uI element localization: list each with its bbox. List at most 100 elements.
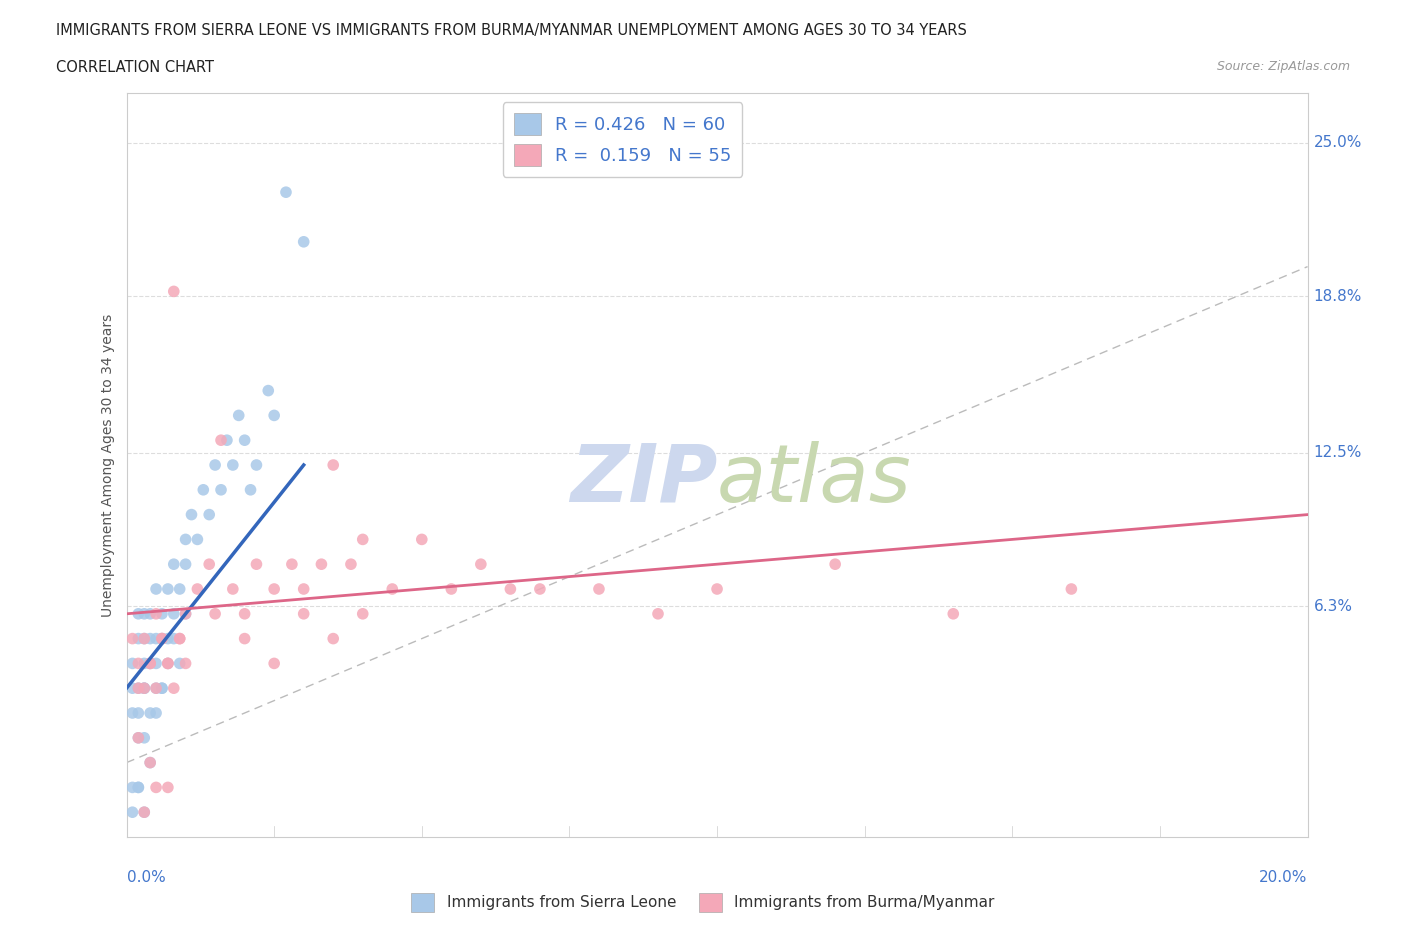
Point bbox=[292, 606, 315, 621]
Point bbox=[263, 656, 285, 671]
Point bbox=[180, 507, 202, 522]
Point bbox=[163, 681, 186, 696]
Point bbox=[233, 606, 256, 621]
Point bbox=[121, 804, 143, 819]
Point bbox=[204, 606, 226, 621]
Text: CORRELATION CHART: CORRELATION CHART bbox=[56, 60, 214, 75]
Point bbox=[222, 581, 245, 596]
Point bbox=[263, 408, 285, 423]
Point bbox=[150, 606, 173, 621]
Point bbox=[145, 581, 167, 596]
Text: 20.0%: 20.0% bbox=[1260, 870, 1308, 885]
Point bbox=[352, 532, 374, 547]
Point bbox=[209, 432, 232, 447]
Text: 0.0%: 0.0% bbox=[127, 870, 166, 885]
Point bbox=[139, 656, 162, 671]
Legend: Immigrants from Sierra Leone, Immigrants from Burma/Myanmar: Immigrants from Sierra Leone, Immigrants… bbox=[405, 887, 1001, 918]
Point bbox=[134, 606, 156, 621]
Point bbox=[150, 681, 173, 696]
Point bbox=[121, 681, 143, 696]
Point bbox=[139, 656, 162, 671]
Point bbox=[499, 581, 522, 596]
Point bbox=[169, 581, 191, 596]
Point bbox=[228, 408, 250, 423]
Point bbox=[588, 581, 610, 596]
Point bbox=[198, 507, 221, 522]
Point bbox=[150, 681, 173, 696]
Point bbox=[274, 185, 297, 200]
Text: 6.3%: 6.3% bbox=[1313, 599, 1353, 614]
Point bbox=[169, 631, 191, 646]
Point bbox=[647, 606, 669, 621]
Text: 12.5%: 12.5% bbox=[1313, 445, 1362, 460]
Point bbox=[186, 581, 208, 596]
Point bbox=[193, 483, 215, 498]
Point bbox=[134, 631, 156, 646]
Point bbox=[186, 532, 208, 547]
Point bbox=[169, 656, 191, 671]
Point bbox=[174, 606, 197, 621]
Point bbox=[1060, 581, 1083, 596]
Point bbox=[121, 656, 143, 671]
Point bbox=[127, 706, 149, 721]
Point bbox=[706, 581, 728, 596]
Point bbox=[198, 557, 221, 572]
Point bbox=[204, 458, 226, 472]
Point bbox=[145, 706, 167, 721]
Point bbox=[239, 483, 262, 498]
Point bbox=[127, 681, 149, 696]
Point bbox=[292, 581, 315, 596]
Point bbox=[139, 706, 162, 721]
Point bbox=[529, 581, 551, 596]
Point bbox=[145, 780, 167, 795]
Point bbox=[156, 780, 179, 795]
Point bbox=[381, 581, 404, 596]
Point bbox=[127, 656, 149, 671]
Point bbox=[139, 755, 162, 770]
Point bbox=[174, 606, 197, 621]
Point bbox=[145, 681, 167, 696]
Point bbox=[127, 606, 149, 621]
Point bbox=[134, 681, 156, 696]
Point bbox=[139, 631, 162, 646]
Point bbox=[121, 780, 143, 795]
Point bbox=[139, 755, 162, 770]
Point bbox=[127, 730, 149, 745]
Point bbox=[215, 432, 238, 447]
Point bbox=[127, 780, 149, 795]
Point bbox=[163, 631, 186, 646]
Point bbox=[311, 557, 333, 572]
Point bbox=[174, 532, 197, 547]
Point bbox=[134, 631, 156, 646]
Point bbox=[352, 606, 374, 621]
Point bbox=[174, 557, 197, 572]
Point bbox=[340, 557, 363, 572]
Point bbox=[281, 557, 304, 572]
Point bbox=[150, 631, 173, 646]
Point bbox=[209, 483, 232, 498]
Point bbox=[233, 631, 256, 646]
Point bbox=[163, 284, 186, 299]
Point bbox=[163, 557, 186, 572]
Point bbox=[245, 458, 267, 472]
Point bbox=[150, 631, 173, 646]
Point bbox=[322, 458, 344, 472]
Point bbox=[145, 656, 167, 671]
Point bbox=[121, 631, 143, 646]
Text: atlas: atlas bbox=[717, 441, 912, 519]
Point bbox=[134, 730, 156, 745]
Point bbox=[134, 804, 156, 819]
Point bbox=[156, 631, 179, 646]
Point bbox=[163, 606, 186, 621]
Point bbox=[127, 780, 149, 795]
Point bbox=[127, 681, 149, 696]
Point bbox=[134, 656, 156, 671]
Point bbox=[257, 383, 280, 398]
Point bbox=[121, 706, 143, 721]
Point bbox=[411, 532, 433, 547]
Point bbox=[139, 606, 162, 621]
Point bbox=[440, 581, 463, 596]
Text: Source: ZipAtlas.com: Source: ZipAtlas.com bbox=[1216, 60, 1350, 73]
Point bbox=[156, 656, 179, 671]
Point bbox=[824, 557, 846, 572]
